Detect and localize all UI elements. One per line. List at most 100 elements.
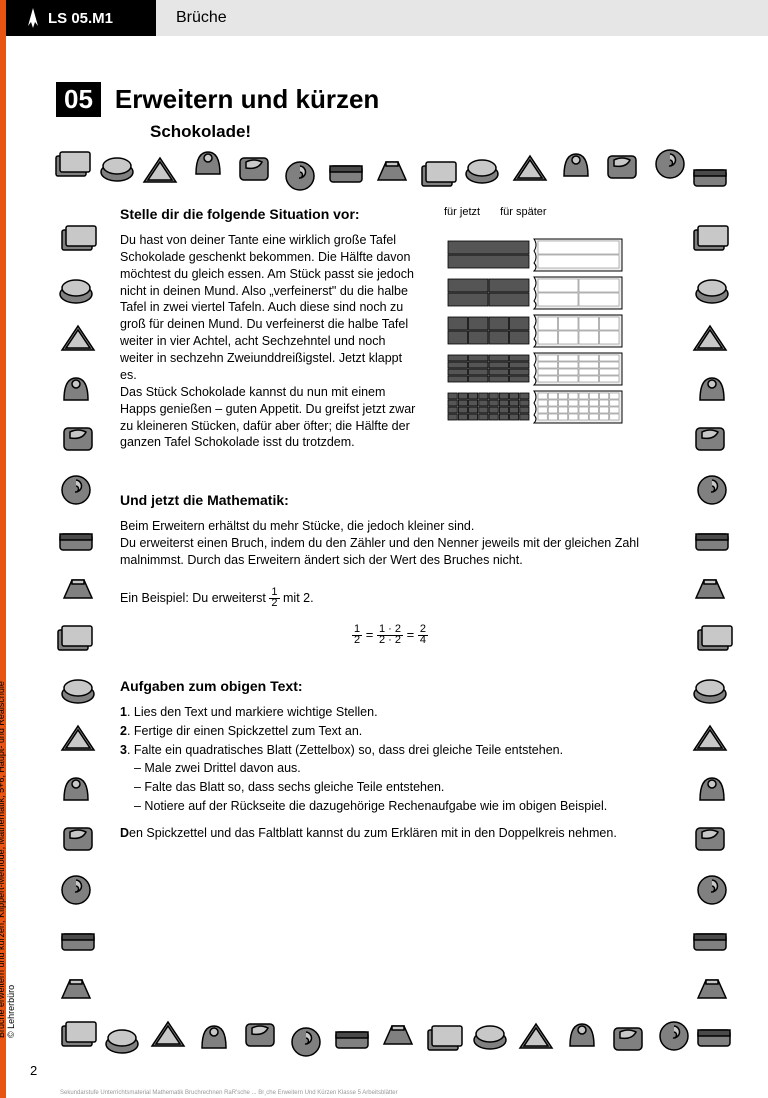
chocolate-icon xyxy=(186,144,230,182)
chocolate-icon xyxy=(554,146,598,184)
chocolate-icon xyxy=(95,148,139,186)
chocolate-bar-row xyxy=(444,236,634,274)
chocolate-icon xyxy=(648,144,692,182)
math-section: Und jetzt die Mathematik: Beim Erweitern… xyxy=(120,491,660,842)
task-subitem: – Falte das Blatt so, dass sechs gleiche… xyxy=(120,779,660,796)
chocolate-bar-row xyxy=(444,388,634,426)
chocolate-icon xyxy=(54,870,98,908)
lesson-badge: LS 05.M1 xyxy=(6,0,156,36)
chocolate-icon xyxy=(688,420,732,458)
worksheet-page: LS 05.M1 Brüche 05 Erweitern und kürzen … xyxy=(0,0,768,1098)
situation-text-col: Stelle dir die folgende Situation vor: D… xyxy=(120,205,420,451)
label-later: für später xyxy=(500,205,546,220)
chocolate-icon xyxy=(330,1018,374,1056)
chocolate-icon xyxy=(138,152,182,190)
chocolate-icon xyxy=(688,320,732,358)
chocolate-icon xyxy=(468,1016,512,1054)
chocolate-icon xyxy=(652,1016,696,1054)
chocolate-icon xyxy=(232,150,276,188)
example-intro-b: mit 2. xyxy=(283,591,314,605)
chocolate-icon xyxy=(56,320,100,358)
chocolate-icon xyxy=(56,420,100,458)
chocolate-icon xyxy=(690,470,734,508)
situation-body: Du hast von deiner Tante eine wirklich g… xyxy=(120,232,420,451)
chocolate-icon xyxy=(422,1020,466,1058)
situation-heading: Stelle dir die folgende Situation vor: xyxy=(120,205,420,224)
tasks-list: 1. Lies den Text und markiere wichtige S… xyxy=(120,704,660,759)
chocolate-icon xyxy=(692,1016,736,1054)
chocolate-icon xyxy=(50,146,94,184)
chocolate-icon xyxy=(56,220,100,258)
chocolate-icon xyxy=(690,520,734,558)
chocolate-bars-col: für jetzt für später xyxy=(444,205,634,451)
task-subitem: – Notiere auf der Rückseite die dazugehö… xyxy=(120,798,660,815)
formula: 12 = 1 · 22 · 2 = 24 xyxy=(120,624,660,647)
chocolate-icon xyxy=(54,520,98,558)
chocolate-icon xyxy=(688,220,732,258)
math-heading: Und jetzt die Mathematik: xyxy=(120,491,660,510)
chocolate-icon xyxy=(692,620,736,658)
chocolate-icon xyxy=(690,770,734,808)
task-item: 3. Falte ein quadratisches Blatt (Zettel… xyxy=(120,742,660,759)
bars-container xyxy=(444,236,634,426)
task-item: 2. Fertige dir einen Spickzettel zum Tex… xyxy=(120,723,660,740)
chocolate-icon xyxy=(54,970,98,1008)
chocolate-icon xyxy=(284,1022,328,1060)
chocolate-icon xyxy=(54,470,98,508)
situation-block: Stelle dir die folgende Situation vor: D… xyxy=(120,205,660,451)
chocolate-icon xyxy=(690,870,734,908)
chocolate-icon xyxy=(52,620,96,658)
chocolate-icon xyxy=(508,150,552,188)
chocolate-icon xyxy=(560,1016,604,1054)
chocolate-icon xyxy=(54,770,98,808)
footer-caption: Sekundarstufe Unterrichtsmaterial Mathem… xyxy=(60,1090,398,1096)
chocolate-icon xyxy=(370,152,414,190)
section-title: Erweitern und kürzen xyxy=(115,84,379,115)
chocolate-icon xyxy=(688,720,732,758)
frac-1: 12 xyxy=(352,624,362,647)
chocolate-icon xyxy=(54,270,98,308)
chocolate-icon xyxy=(690,970,734,1008)
chocolate-icon xyxy=(56,720,100,758)
chocolate-icon xyxy=(324,152,368,190)
chocolate-icon xyxy=(514,1018,558,1056)
section-number: 05 xyxy=(56,82,101,117)
section-subtitle: Schokolade! xyxy=(150,122,251,142)
chocolate-icon xyxy=(600,148,644,186)
chocolate-icon xyxy=(688,570,732,608)
chocolate-icon xyxy=(688,156,732,194)
chocolate-icon xyxy=(278,156,322,194)
chocolate-bar-row xyxy=(444,312,634,350)
chocolate-icon xyxy=(56,670,100,708)
task-item: 1. Lies den Text und markiere wichtige S… xyxy=(120,704,660,721)
chocolate-icon xyxy=(56,570,100,608)
chocolate-icon xyxy=(460,150,504,188)
frac-half: 12 xyxy=(269,587,279,610)
copyright-text: Brüche erweitern und kürzen, Klippert-Me… xyxy=(0,538,16,1038)
chocolate-icon xyxy=(376,1016,420,1054)
task-subitem: – Male zwei Drittel davon aus. xyxy=(120,760,660,777)
copyright-line2: © Lehrerbüro xyxy=(6,985,16,1038)
chocolate-icon xyxy=(688,670,732,708)
math-body: Beim Erweitern erhältst du mehr Stücke, … xyxy=(120,518,660,569)
tasks-heading: Aufgaben zum obigen Text: xyxy=(120,677,660,696)
chocolate-icon xyxy=(192,1018,236,1056)
chocolate-icon xyxy=(690,270,734,308)
bar-labels: für jetzt für später xyxy=(444,205,634,220)
example-block: Ein Beispiel: Du erweiterst 12 mit 2. 12… xyxy=(120,587,660,647)
tasks-sublist: – Male zwei Drittel davon aus. – Falte da… xyxy=(120,760,660,815)
chocolate-icon xyxy=(688,820,732,858)
chocolate-bar-row xyxy=(444,350,634,388)
tasks-outro: Den Spickzettel und das Faltblatt kannst… xyxy=(120,825,660,842)
chocolate-icon xyxy=(238,1016,282,1054)
tasks-block: Aufgaben zum obigen Text: 1. Lies den Te… xyxy=(120,677,660,842)
example-intro-a: Ein Beispiel: Du erweiterst xyxy=(120,591,266,605)
main-content: Stelle dir die folgende Situation vor: D… xyxy=(120,205,660,844)
label-now: für jetzt xyxy=(444,205,480,220)
lesson-code: LS 05.M1 xyxy=(48,10,113,27)
chocolate-icon xyxy=(416,156,460,194)
chocolate-icon xyxy=(100,1020,144,1058)
chocolate-icon xyxy=(56,920,100,958)
chocolate-icon xyxy=(606,1020,650,1058)
chocolate-icon xyxy=(146,1016,190,1054)
